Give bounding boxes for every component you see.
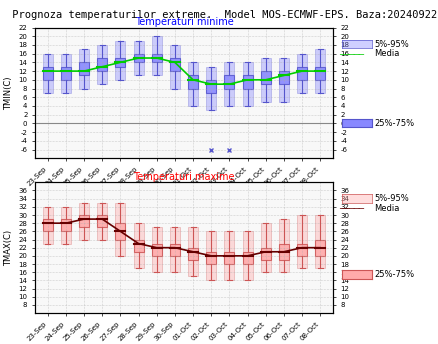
FancyBboxPatch shape (61, 67, 71, 80)
Title: Temperaturi maxime: Temperaturi maxime (133, 172, 235, 182)
FancyBboxPatch shape (115, 203, 125, 256)
FancyBboxPatch shape (224, 232, 234, 280)
FancyBboxPatch shape (170, 227, 180, 272)
FancyBboxPatch shape (297, 54, 307, 93)
FancyBboxPatch shape (261, 58, 271, 101)
FancyBboxPatch shape (152, 54, 162, 62)
FancyBboxPatch shape (170, 244, 180, 256)
FancyBboxPatch shape (224, 62, 234, 106)
FancyBboxPatch shape (315, 239, 325, 256)
Text: 25%-75%: 25%-75% (374, 119, 415, 128)
FancyBboxPatch shape (279, 58, 289, 101)
FancyBboxPatch shape (315, 215, 325, 268)
FancyBboxPatch shape (152, 227, 162, 272)
FancyBboxPatch shape (206, 67, 216, 110)
Y-axis label: TMIN(C): TMIN(C) (4, 76, 13, 110)
FancyBboxPatch shape (243, 232, 253, 280)
FancyBboxPatch shape (61, 219, 71, 232)
FancyBboxPatch shape (279, 244, 289, 260)
FancyBboxPatch shape (315, 67, 325, 80)
FancyBboxPatch shape (206, 80, 216, 93)
Text: ─────: ───── (339, 204, 364, 213)
FancyBboxPatch shape (206, 252, 216, 264)
FancyBboxPatch shape (79, 203, 89, 239)
FancyBboxPatch shape (152, 36, 162, 75)
FancyBboxPatch shape (297, 67, 307, 80)
FancyBboxPatch shape (79, 215, 89, 227)
Y-axis label: TMAX(C): TMAX(C) (4, 229, 13, 266)
FancyBboxPatch shape (188, 75, 198, 88)
FancyBboxPatch shape (115, 58, 125, 67)
FancyBboxPatch shape (261, 71, 271, 84)
FancyBboxPatch shape (61, 54, 71, 93)
FancyBboxPatch shape (224, 75, 234, 88)
Text: 5%-95%: 5%-95% (374, 40, 409, 49)
FancyBboxPatch shape (170, 58, 180, 71)
FancyBboxPatch shape (315, 49, 325, 93)
FancyBboxPatch shape (97, 203, 107, 239)
FancyBboxPatch shape (97, 215, 107, 227)
Text: 25%-75%: 25%-75% (374, 270, 415, 279)
Text: ─────: ───── (339, 49, 364, 58)
FancyBboxPatch shape (224, 252, 234, 264)
Text: MOLDOVA  Prognoza temperaturilor extreme.  Model MOS-ECMWF-EPS. Baza:20240922 00: MOLDOVA Prognoza temperaturilor extreme.… (0, 10, 438, 20)
FancyBboxPatch shape (152, 244, 162, 256)
FancyBboxPatch shape (115, 223, 125, 239)
FancyBboxPatch shape (297, 215, 307, 268)
FancyBboxPatch shape (261, 248, 271, 260)
FancyBboxPatch shape (188, 248, 198, 260)
FancyBboxPatch shape (134, 54, 144, 62)
FancyBboxPatch shape (43, 67, 53, 80)
FancyBboxPatch shape (243, 252, 253, 264)
FancyBboxPatch shape (279, 219, 289, 272)
FancyBboxPatch shape (297, 244, 307, 256)
Text: 5%-95%: 5%-95% (374, 194, 409, 203)
FancyBboxPatch shape (206, 232, 216, 280)
FancyBboxPatch shape (170, 45, 180, 88)
FancyBboxPatch shape (97, 45, 107, 84)
FancyBboxPatch shape (134, 223, 144, 268)
FancyBboxPatch shape (188, 227, 198, 276)
Text: Media: Media (374, 204, 400, 213)
FancyBboxPatch shape (97, 58, 107, 71)
FancyBboxPatch shape (243, 75, 253, 88)
FancyBboxPatch shape (279, 71, 289, 84)
Title: Temperaturi minime: Temperaturi minime (134, 17, 233, 27)
FancyBboxPatch shape (79, 62, 89, 75)
FancyBboxPatch shape (261, 223, 271, 272)
FancyBboxPatch shape (43, 207, 53, 244)
FancyBboxPatch shape (61, 207, 71, 244)
FancyBboxPatch shape (188, 62, 198, 106)
FancyBboxPatch shape (134, 41, 144, 75)
FancyBboxPatch shape (43, 219, 53, 232)
Text: Media: Media (374, 49, 400, 58)
FancyBboxPatch shape (134, 239, 144, 252)
FancyBboxPatch shape (243, 62, 253, 106)
FancyBboxPatch shape (115, 41, 125, 80)
FancyBboxPatch shape (43, 54, 53, 93)
FancyBboxPatch shape (79, 49, 89, 88)
